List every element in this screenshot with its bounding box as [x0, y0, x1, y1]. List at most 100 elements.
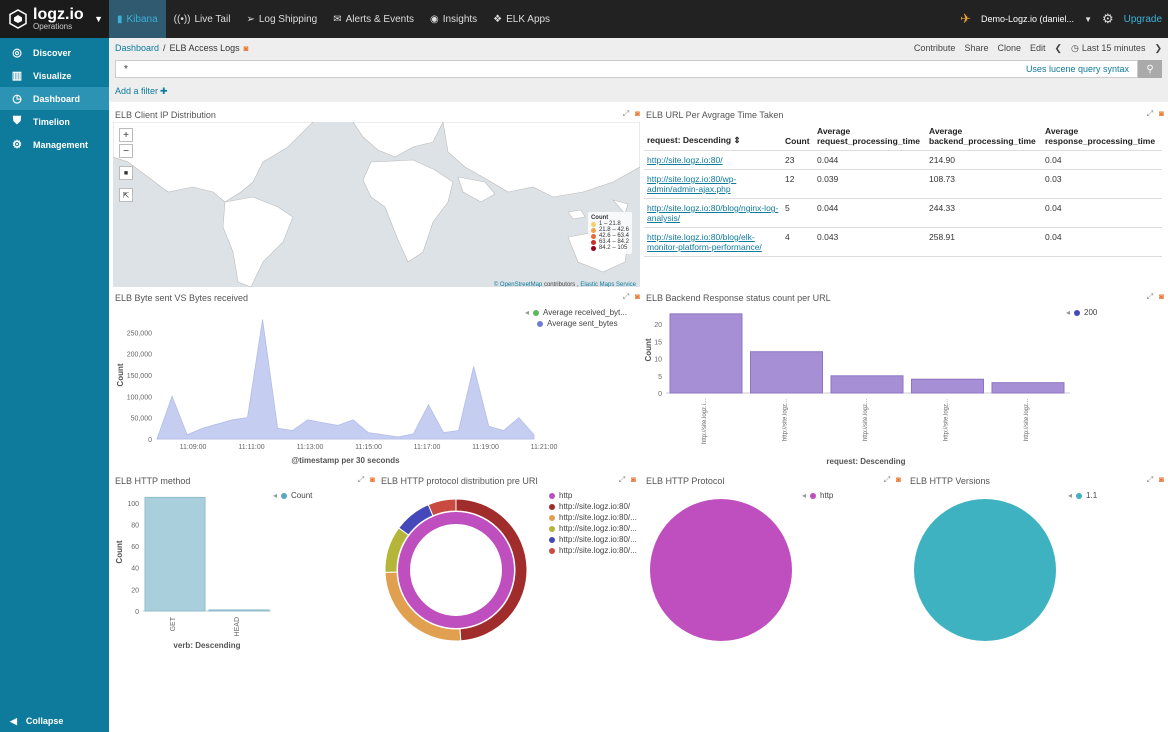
account-menu[interactable]: Demo-Logz.io (daniel... — [981, 14, 1075, 24]
legend-row[interactable]: http://site.logz.io:80/... — [549, 523, 637, 534]
column-header[interactable]: Count — [782, 122, 814, 151]
tab-log-shipping[interactable]: ➢ Log Shipping — [238, 0, 325, 38]
legend-label: Average received_byt... — [543, 308, 627, 317]
legend-row[interactable]: ◂ Count — [273, 490, 312, 501]
x-axis-label: verb: Descending — [173, 641, 240, 650]
url-link[interactable]: http://site.logz.io:80/blog/nginx-log-an… — [644, 198, 782, 228]
collapse-label: Collapse — [25, 716, 64, 726]
rocket-icon[interactable]: ✈ — [960, 11, 972, 26]
gear-icon[interactable]: ⚙ — [1101, 11, 1114, 26]
osm-link[interactable]: © OpenStreetMap — [493, 282, 543, 288]
camera-icon[interactable]: ◙ — [1159, 292, 1164, 301]
camera-icon[interactable]: ◙ — [243, 43, 249, 53]
sidebar-item-visualize[interactable]: ▥ Visualize — [0, 64, 109, 87]
world-map[interactable]: + − ■ ⇱ Count 1 – 21.8 21.8 – 42.6 42.6 … — [113, 122, 640, 290]
draw-rect-button[interactable]: ■ — [119, 166, 133, 180]
legend-row[interactable]: Average sent_bytes — [537, 318, 627, 329]
breadcrumb-dashboard[interactable]: Dashboard — [115, 43, 160, 53]
camera-icon[interactable]: ◙ — [635, 292, 640, 301]
tab-live-tail[interactable]: ((•)) Live Tail — [166, 0, 239, 38]
plus-icon[interactable]: ✚ — [160, 85, 168, 96]
pie-slice[interactable] — [650, 499, 792, 641]
ems-link[interactable]: Elastic Maps Service — [580, 282, 636, 288]
legend-row[interactable]: http — [549, 490, 637, 501]
expand-icon[interactable]: ⤢ — [357, 475, 365, 484]
collapse-button[interactable]: ◀ Collapse — [0, 710, 109, 732]
tab-elk-apps[interactable]: ❖ ELK Apps — [485, 0, 558, 38]
chevron-left-icon[interactable]: ◂ — [802, 491, 807, 500]
column-header[interactable]: Average response_processing_time — [1042, 122, 1162, 151]
url-link[interactable]: http://site.logz.io:80/wp-admin/admin-aj… — [644, 169, 782, 199]
pie-slice[interactable] — [914, 499, 1056, 641]
area-series — [156, 319, 535, 440]
camera-icon[interactable]: ◙ — [896, 475, 901, 484]
expand-icon[interactable]: ⤢ — [1146, 109, 1154, 118]
sidebar-item-discover[interactable]: ◎ Discover — [0, 41, 109, 64]
chevron-left-icon[interactable]: ◂ — [1066, 308, 1071, 317]
legend-row[interactable]: http://site.logz.io:80/ — [549, 501, 637, 512]
chevron-left-icon[interactable]: ❮ — [1054, 42, 1063, 53]
query-value: * — [124, 63, 128, 75]
expand-icon[interactable]: ⤢ — [622, 292, 630, 301]
url-link[interactable]: http://site.logz.io:80/blog/elk-monitor-… — [644, 227, 782, 257]
sidebar-item-dashboard[interactable]: ◷ Dashboard — [0, 87, 109, 110]
edit-button[interactable]: Edit — [1029, 42, 1046, 53]
legend-row[interactable]: ◂ 200 — [1066, 307, 1097, 318]
legend-swatch — [590, 245, 596, 251]
brand[interactable]: logz.io Operations ▼ — [0, 0, 109, 38]
brand-name: logz.io — [33, 5, 84, 23]
expand-icon[interactable]: ⤢ — [618, 475, 626, 484]
camera-icon[interactable]: ◙ — [1159, 475, 1164, 484]
url-link[interactable]: http://site.logz.io:80/ — [644, 150, 782, 170]
chevron-right-icon[interactable]: ❯ — [1154, 42, 1162, 53]
search-button[interactable]: ⚲ — [1138, 60, 1162, 78]
x-tick-label: 11:21:00 — [531, 444, 558, 451]
legend-row[interactable]: http://site.logz.io:80/... — [549, 512, 637, 523]
time-picker[interactable]: Last 15 minutes — [1081, 42, 1146, 53]
expand-icon[interactable]: ⤢ — [1146, 292, 1154, 301]
search-input[interactable]: * Uses lucene query syntax — [115, 60, 1138, 78]
legend-label: 42.6 – 63.4 — [598, 233, 629, 239]
legend-row[interactable]: ◂ Average received_byt... — [525, 307, 627, 318]
tab-alerts[interactable]: ✉ Alerts & Events — [325, 0, 422, 38]
expand-icon[interactable]: ⤢ — [622, 109, 630, 118]
legend-row[interactable]: http://site.logz.io:80/... — [549, 534, 637, 545]
tab-insights[interactable]: ◉ Insights — [422, 0, 485, 38]
legend-row[interactable]: http://site.logz.io:80/... — [549, 545, 637, 556]
camera-icon[interactable]: ◙ — [631, 475, 636, 484]
upgrade-link[interactable]: Upgrade — [1123, 13, 1162, 25]
donut-slice — [427, 498, 457, 517]
zoom-out-button[interactable]: − — [119, 144, 133, 158]
x-tick-label: http://site.logz.i... — [702, 399, 708, 444]
fit-bounds-button[interactable]: ⇱ — [119, 188, 133, 202]
chevron-down-icon[interactable]: ▼ — [94, 14, 103, 24]
chevron-left-icon[interactable]: ◂ — [273, 491, 278, 500]
chevron-left-icon[interactable]: ◂ — [1068, 491, 1073, 500]
tab-kibana[interactable]: ▮ Kibana — [109, 0, 166, 38]
camera-icon[interactable]: ◙ — [370, 475, 375, 484]
expand-icon[interactable]: ⤢ — [1146, 475, 1154, 484]
legend-row[interactable]: ◂ http — [802, 490, 833, 501]
y-tick-label: 5 — [658, 374, 662, 381]
chevron-down-icon[interactable]: ▼ — [1084, 14, 1092, 24]
lucene-syntax-link[interactable]: Uses lucene query syntax — [1025, 64, 1129, 74]
sidebar-item-timelion[interactable]: ⛊ Timelion — [0, 110, 109, 133]
column-header[interactable]: request: Descending ⇕ — [644, 122, 782, 151]
contribute-button[interactable]: Contribute — [913, 42, 956, 53]
zoom-in-button[interactable]: + — [119, 128, 133, 142]
share-button[interactable]: Share — [964, 42, 989, 53]
legend-row[interactable]: ◂ 1.1 — [1068, 490, 1097, 501]
column-header[interactable]: Average request_processing_time — [814, 122, 926, 151]
panel-title: ELB Byte sent VS Bytes received — [115, 293, 249, 303]
x-tick-label: 11:19:00 — [472, 444, 499, 451]
sidebar-item-management[interactable]: ⚙ Management — [0, 133, 109, 156]
column-header[interactable]: Average backend_processing_time — [926, 122, 1042, 151]
clone-button[interactable]: Clone — [997, 42, 1021, 53]
sort-icon[interactable]: ⇕ — [733, 135, 741, 145]
camera-icon[interactable]: ◙ — [1159, 109, 1164, 118]
cell: 4 — [782, 227, 814, 257]
add-filter-button[interactable]: Add a filter — [115, 86, 159, 96]
chevron-left-icon[interactable]: ◂ — [525, 308, 530, 317]
camera-icon[interactable]: ◙ — [635, 109, 640, 118]
expand-icon[interactable]: ⤢ — [883, 475, 891, 484]
